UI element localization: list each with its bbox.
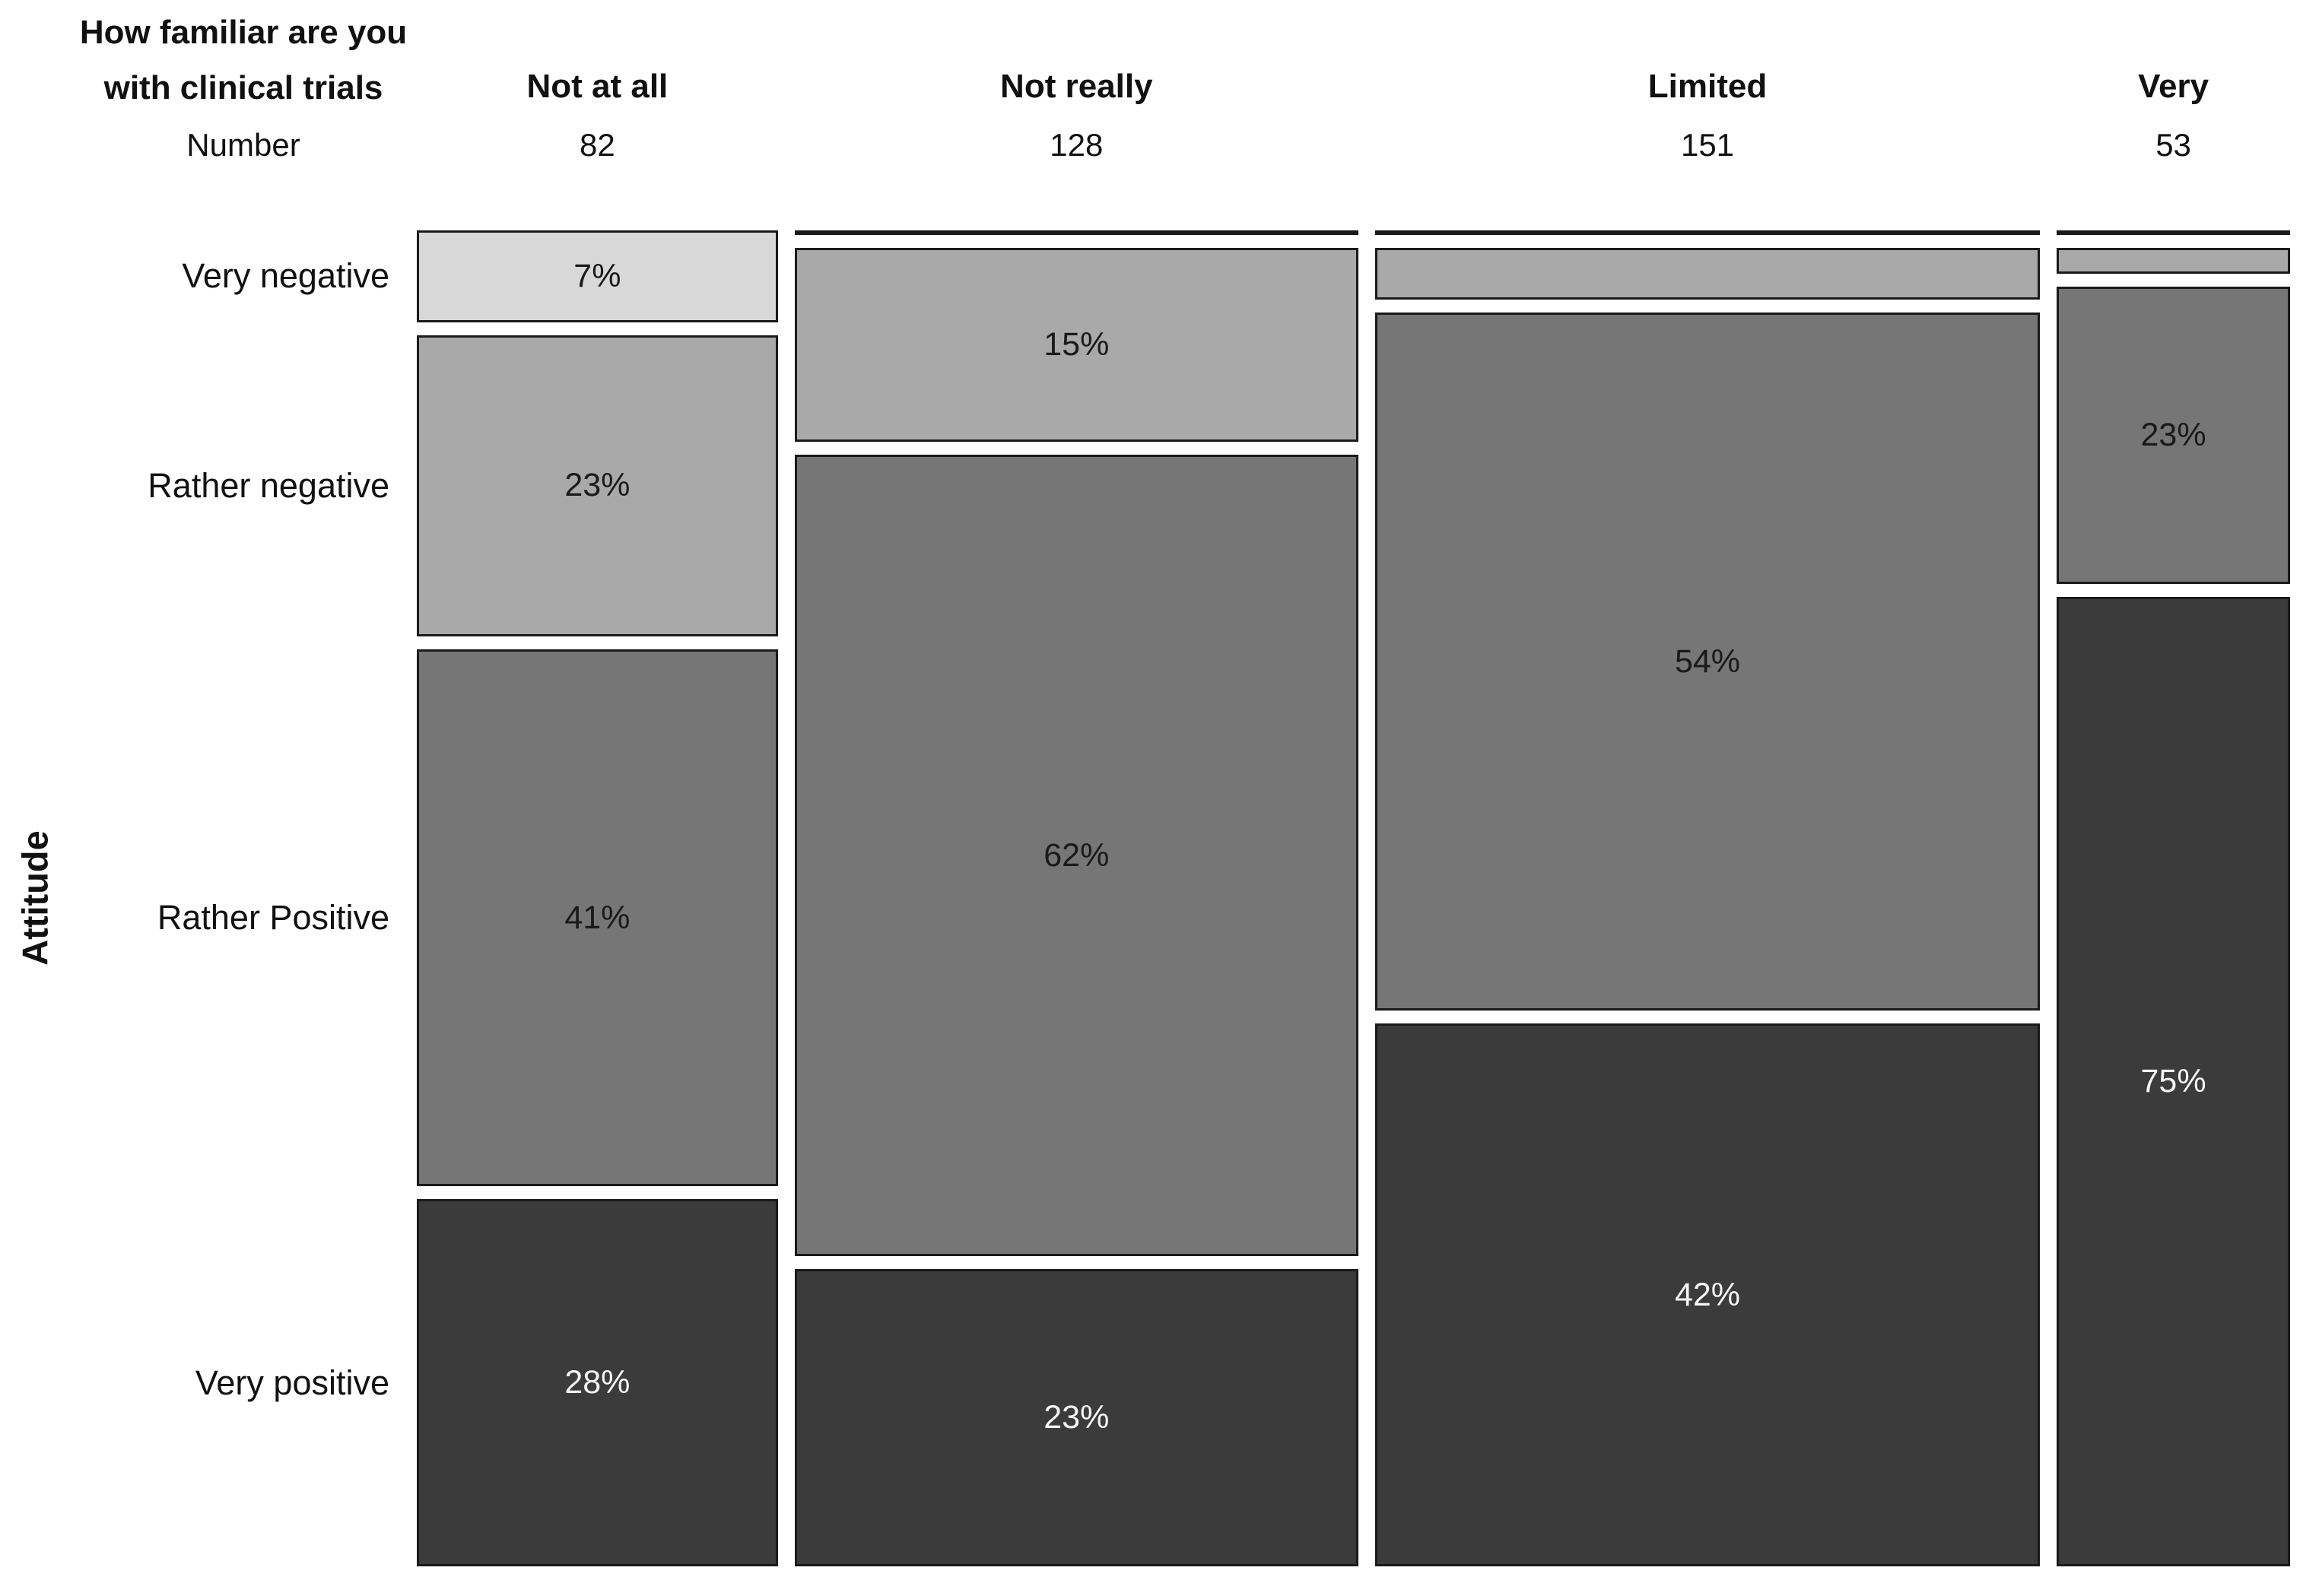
plot-area: 7% 23% 41% 28% 15% 62% 23% 54% 42% 23% 75% (417, 230, 2290, 1566)
row-label-rather-negative: Rather negative (148, 465, 389, 505)
cell-not-at-all-very-negative: 7% (417, 230, 778, 322)
percent-label-not-really-rather-negative: 15% (1044, 326, 1110, 363)
column-header-not-really: Not really (1000, 68, 1153, 105)
column-count-not-at-all: 82 (580, 127, 615, 163)
cell-not-really-very-positive: 23% (794, 1269, 1358, 1566)
cell-limited-rather-negative (1374, 248, 2041, 300)
row-label-rather-positive: Rather Positive (157, 898, 389, 938)
cell-not-at-all-very-positive: 28% (417, 1199, 778, 1566)
cell-very-very-positive: 75% (2057, 597, 2290, 1566)
row-label-very-positive: Very positive (195, 1363, 389, 1402)
number-row-label: Number (186, 127, 300, 163)
percent-label-not-really-very-positive: 23% (1044, 1399, 1110, 1436)
mosaic-column-limited: 54% 42% (1374, 230, 2041, 1566)
familiarity-axis-title-line1: How familiar are you (79, 14, 408, 51)
percent-label-limited-rather-positive: 54% (1674, 643, 1741, 680)
cell-limited-very-positive: 42% (1374, 1023, 2041, 1566)
percent-label-not-at-all-very-negative: 7% (573, 257, 621, 294)
mosaic-column-not-at-all: 7% 23% 41% 28% (417, 230, 778, 1566)
percent-label-limited-very-positive: 42% (1674, 1276, 1741, 1313)
cell-not-at-all-rather-negative: 23% (417, 335, 778, 636)
cell-not-really-rather-negative: 15% (794, 248, 1358, 442)
percent-label-not-at-all-very-positive: 28% (564, 1364, 631, 1401)
cell-limited-rather-positive: 54% (1374, 313, 2041, 1011)
column-count-limited: 151 (1680, 127, 1735, 163)
cell-very-very-negative (2057, 230, 2290, 235)
percent-label-very-rather-positive: 23% (2140, 417, 2206, 453)
column-count-very: 53 (2155, 127, 2191, 163)
familiarity-axis-title: How familiar are you with clinical trial… (80, 5, 407, 116)
familiarity-axis-title-line2: with clinical trials (103, 69, 383, 106)
mosaic-column-very: 23% 75% (2057, 230, 2290, 1566)
percent-label-very-very-positive: 75% (2140, 1063, 2206, 1099)
cell-very-rather-negative (2057, 248, 2290, 274)
cell-limited-very-negative (1374, 230, 2041, 235)
column-header-not-at-all: Not at all (526, 68, 669, 105)
column-count-not-really: 128 (1050, 127, 1104, 163)
percent-label-not-at-all-rather-negative: 23% (564, 467, 631, 504)
mosaic-column-not-really: 15% 62% 23% (794, 230, 1358, 1566)
cell-not-at-all-rather-positive: 41% (417, 649, 778, 1187)
percent-label-not-really-rather-positive: 62% (1044, 836, 1110, 874)
percent-label-not-at-all-rather-positive: 41% (564, 899, 631, 936)
row-label-very-negative: Very negative (182, 256, 389, 296)
cell-not-really-rather-positive: 62% (794, 455, 1358, 1256)
column-header-very: Very (2138, 68, 2209, 105)
cell-very-rather-positive: 23% (2057, 287, 2290, 584)
cell-not-really-very-negative (794, 230, 1358, 235)
column-header-limited: Limited (1647, 68, 1768, 105)
